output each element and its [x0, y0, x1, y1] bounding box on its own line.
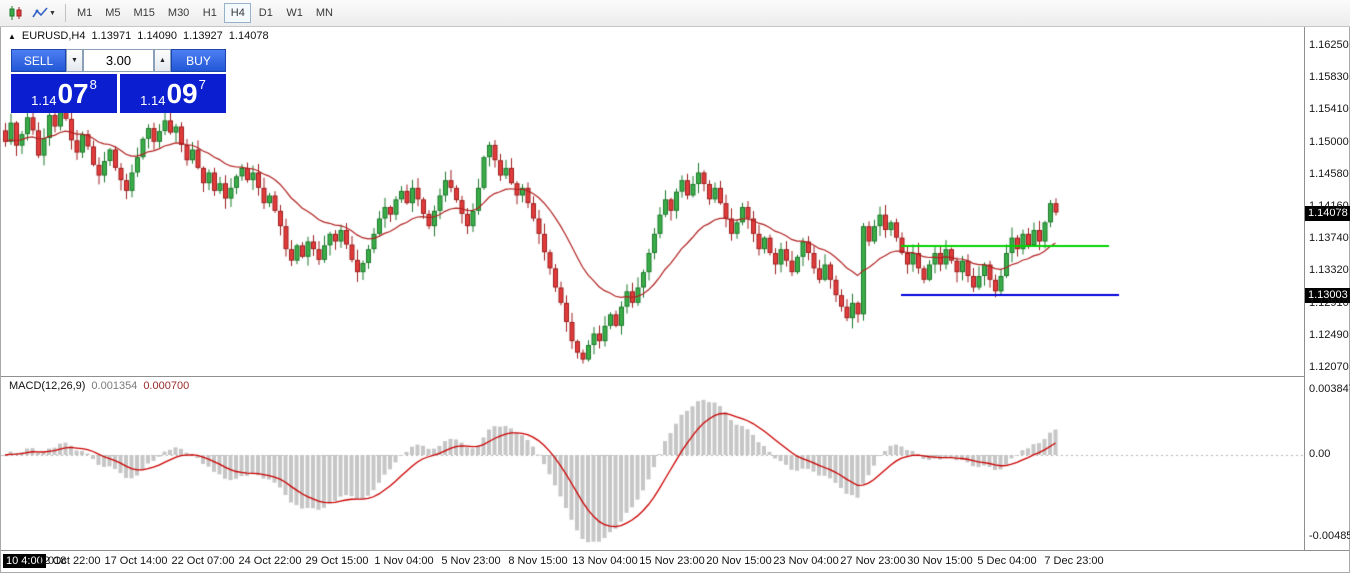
time-scale[interactable]: 10 4:00 018 12 Oct 22:00 17 Oct 14:00 22 O…: [1, 551, 1349, 572]
ohlc-low: 1.13927: [183, 30, 223, 42]
time-axis-label: 8 Nov 15:00: [508, 555, 568, 567]
price-axis-label: 1.16250: [1309, 39, 1349, 51]
time-axis-label: 17 Oct 14:00: [104, 555, 168, 567]
toolbar: ▼ M1 M5 M15 M30 H1 H4 D1 W1 MN: [0, 0, 1350, 27]
macd-axis-label: 0.003847: [1309, 383, 1350, 395]
chart-ohlc-header: ▲ EURUSD,H4 1.13971 1.14090 1.13927 1.14…: [8, 30, 269, 42]
symbol-period-label: EURUSD,H4: [21, 30, 86, 42]
time-axis-label: 15 Nov 23:00: [639, 555, 705, 567]
tf-button-w1[interactable]: W1: [286, 7, 303, 19]
tick-direction-icon: ▲: [8, 31, 16, 41]
ask-price-prefix: 1.14: [140, 93, 166, 108]
volume-input[interactable]: [83, 49, 154, 72]
time-axis-label: 23 Nov 04:00: [773, 555, 839, 567]
time-axis-separator: [1, 550, 1349, 551]
time-axis-label: 29 Oct 15:00: [305, 555, 369, 567]
chart-type-button[interactable]: [4, 2, 28, 24]
indicators-button[interactable]: ▼: [28, 2, 60, 24]
price-axis-label: 1.15830: [1309, 71, 1349, 84]
toolbar-separator: [64, 4, 66, 22]
price-axis-label: 1.12910: [1309, 296, 1349, 309]
bid-price-box[interactable]: 1.14 07 8: [11, 74, 117, 113]
timeframe-buttons: M1 M5 M15 M30 H1 H4 D1 W1 MN: [71, 3, 339, 23]
ask-price-point: 7: [198, 77, 206, 92]
macd-chart-canvas[interactable]: [1, 377, 1304, 550]
indicators-caret-icon: ▼: [49, 9, 56, 17]
price-axis-label: 1.13320: [1309, 264, 1349, 277]
indicator-window-separator[interactable]: [1, 376, 1304, 377]
price-axis-label: 1.13740: [1309, 232, 1349, 245]
volume-increase-button[interactable]: ▲: [154, 49, 171, 72]
volume-decrease-button[interactable]: ▼: [66, 49, 83, 72]
ohlc-open: 1.13971: [91, 30, 132, 42]
price-axis-label: 1.12490: [1309, 328, 1349, 341]
macd-axis-label: 0.00: [1309, 448, 1331, 460]
macd-axis-label: -0.004856: [1309, 530, 1350, 542]
ohlc-high: 1.14090: [137, 30, 178, 42]
tf-button-m30[interactable]: M30: [167, 7, 190, 19]
ask-price-pips: 09: [166, 77, 198, 109]
support-line-price-badge: 1.13003: [1305, 288, 1350, 303]
time-axis-label: 20 Nov 15:00: [706, 555, 772, 567]
tf-button-m1[interactable]: M1: [76, 7, 93, 19]
ask-price-box[interactable]: 1.14 09 7: [120, 74, 226, 113]
indicators-icon: [32, 7, 48, 18]
price-axis-label: 1.14160: [1309, 200, 1349, 212]
sell-button[interactable]: SELL: [11, 49, 66, 72]
tf-button-m15[interactable]: M15: [133, 7, 155, 19]
tf-button-d1[interactable]: D1: [258, 7, 273, 19]
tf-button-mn[interactable]: MN: [315, 7, 333, 19]
macd-signal-value: 0.000700: [143, 380, 190, 392]
tf-button-h4[interactable]: H4: [224, 3, 252, 23]
chart-window: ▲ EURUSD,H4 1.13971 1.14090 1.13927 1.14…: [0, 27, 1350, 573]
time-axis-label: 24 Oct 22:00: [238, 555, 302, 567]
time-axis-label: 27 Nov 23:00: [840, 555, 906, 567]
price-axis-label: 1.15410: [1309, 103, 1349, 116]
tf-button-m5[interactable]: M5: [105, 7, 121, 19]
time-axis-label: 30 Nov 15:00: [907, 555, 973, 567]
price-axis-label: 1.12070: [1309, 361, 1349, 373]
price-axis-border: [1304, 27, 1305, 550]
current-price-badge: 1.14078: [1305, 206, 1350, 221]
price-scale[interactable]: 1.14078 1.13003 1.16250 1.15830 1.15410 1.1…: [1305, 27, 1350, 550]
time-cursor-badge: 10 4:00: [3, 554, 46, 568]
time-axis-label: 5 Dec 04:00: [977, 555, 1037, 567]
time-axis-label: 12 Oct 22:00: [37, 555, 101, 567]
macd-name: MACD(12,26,9): [9, 380, 86, 392]
time-axis-partial-label: 018: [48, 555, 67, 567]
tf-button-h1[interactable]: H1: [202, 7, 217, 19]
one-click-trading-panel: SELL ▼ ▲ BUY 1.14 07 8 1.14 09 7: [11, 49, 226, 113]
price-axis-label: 1.14580: [1309, 167, 1349, 180]
price-axis-label: 1.15000: [1309, 135, 1349, 148]
bid-price-pips: 07: [57, 77, 89, 109]
chart-candles-icon: [9, 6, 22, 20]
bid-price-point: 8: [89, 77, 97, 92]
macd-indicator-label: MACD(12,26,9) 0.001354 0.000700: [9, 380, 189, 392]
ohlc-close: 1.14078: [228, 30, 269, 42]
time-axis-label: 7 Dec 23:00: [1044, 555, 1104, 567]
bid-price-prefix: 1.14: [31, 93, 57, 108]
macd-main-value: 0.001354: [91, 380, 138, 392]
time-axis-label: 1 Nov 04:00: [374, 555, 434, 567]
buy-button[interactable]: BUY: [171, 49, 226, 72]
time-axis-label: 22 Oct 07:00: [171, 555, 235, 567]
time-axis-label: 5 Nov 23:00: [441, 555, 501, 567]
time-axis-label: 13 Nov 04:00: [572, 555, 638, 567]
